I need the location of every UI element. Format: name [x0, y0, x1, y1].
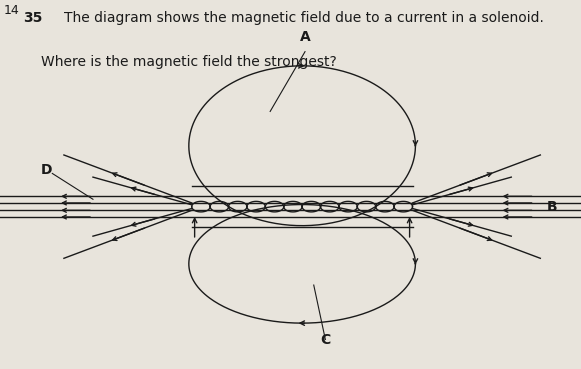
- Text: C: C: [320, 333, 331, 347]
- Text: D: D: [41, 163, 52, 177]
- Text: The diagram shows the magnetic field due to a current in a solenoid.: The diagram shows the magnetic field due…: [64, 11, 544, 25]
- Text: A: A: [300, 30, 310, 44]
- Text: 35: 35: [23, 11, 42, 25]
- Text: B: B: [547, 200, 558, 214]
- Text: 14: 14: [3, 4, 20, 17]
- Text: Where is the magnetic field the strongest?: Where is the magnetic field the stronges…: [41, 55, 336, 69]
